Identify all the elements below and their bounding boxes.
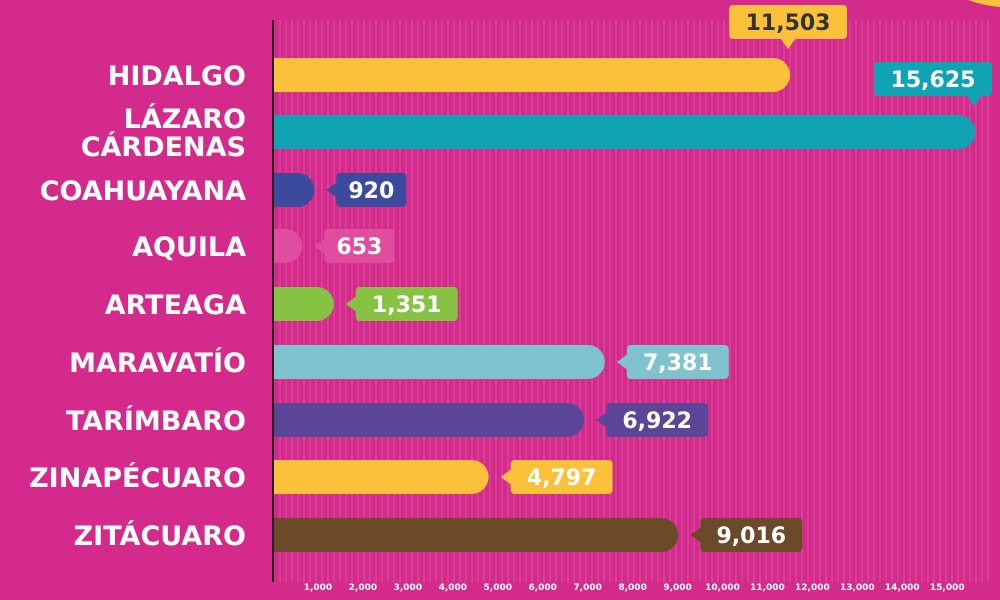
x-tick-label: 1,000 xyxy=(304,583,332,593)
category-label: ZINAPÉCUARO xyxy=(29,462,246,494)
value-label-box xyxy=(324,229,395,263)
value-label-pointer xyxy=(780,38,797,49)
x-tick-label: 6,000 xyxy=(528,583,556,593)
value-label-box xyxy=(729,5,848,39)
value-label-pointer xyxy=(314,238,326,254)
x-tick-label: 9,000 xyxy=(663,583,691,593)
bar-7 xyxy=(273,460,489,494)
x-tick-label: 4,000 xyxy=(439,583,467,593)
x-tick-label: 12,000 xyxy=(795,583,830,593)
bar-8 xyxy=(273,518,679,552)
value-label-box xyxy=(700,518,803,552)
x-tick-label: 8,000 xyxy=(618,583,646,593)
value-label-pointer xyxy=(345,296,357,312)
value-label-pointer xyxy=(690,527,702,543)
value-label-text: 1,351 xyxy=(372,293,442,318)
value-label-box xyxy=(606,403,709,437)
category-label: MARAVATÍO xyxy=(69,347,246,379)
value-label-text: 15,625 xyxy=(891,68,976,93)
x-tick-label: 14,000 xyxy=(885,583,920,593)
value-label-box xyxy=(510,460,613,494)
x-tick-label: 2,000 xyxy=(349,583,377,593)
category-label: ARTEAGA xyxy=(105,290,246,321)
bar-2 xyxy=(273,173,315,207)
value-label-pointer xyxy=(326,182,338,198)
value-label-2: 920 xyxy=(326,173,407,207)
bar-4 xyxy=(273,287,334,321)
x-tick-labels: 1,000 2,000 3,000 4,000 5,000 6,000 7,000 8,000… xyxy=(304,583,965,593)
value-label-pointer xyxy=(966,95,982,106)
value-label-1: 15,625 xyxy=(874,62,992,106)
value-label-text: 4,797 xyxy=(527,466,597,491)
bars xyxy=(273,58,976,552)
category-label: HIDALGO xyxy=(108,61,246,92)
bar-3 xyxy=(273,229,303,263)
value-label-6: 6,922 xyxy=(596,403,709,437)
category-label: TARÍMBARO xyxy=(66,405,246,437)
value-label-pointer xyxy=(616,354,628,370)
value-label-box xyxy=(626,345,729,379)
category-label: COAHUAYANA xyxy=(40,176,246,207)
value-label-text: 7,381 xyxy=(643,351,713,376)
value-label-box xyxy=(355,287,458,321)
x-tick-label: 7,000 xyxy=(573,583,601,593)
corner-decoration xyxy=(968,0,1000,7)
value-label-8: 9,016 xyxy=(690,518,803,552)
value-label-text: 11,503 xyxy=(746,11,831,36)
value-labels: 11,503 15,625 920 653 1,351 7,381 6,922 4,797 9,… xyxy=(314,5,992,552)
value-label-4: 1,351 xyxy=(345,287,458,321)
bar-0 xyxy=(273,58,791,92)
value-label-5: 7,381 xyxy=(616,345,729,379)
value-label-box xyxy=(874,62,992,96)
value-label-7: 4,797 xyxy=(500,460,613,494)
category-label: LÁZARO xyxy=(124,103,246,135)
value-label-0: 11,503 xyxy=(729,5,848,49)
bar-6 xyxy=(273,403,585,437)
bar-1 xyxy=(273,115,976,149)
x-tick-label: 13,000 xyxy=(840,583,875,593)
value-label-pointer xyxy=(500,469,512,485)
value-label-3: 653 xyxy=(314,229,395,263)
x-tick-label: 3,000 xyxy=(394,583,422,593)
category-label: CÁRDENAS xyxy=(81,131,246,163)
value-label-text: 9,016 xyxy=(716,524,786,549)
value-label-text: 920 xyxy=(348,179,394,204)
x-tick-label: 10,000 xyxy=(705,583,740,593)
x-tick-label: 15,000 xyxy=(930,583,965,593)
bar-5 xyxy=(273,345,605,379)
value-label-text: 6,922 xyxy=(622,409,692,434)
value-label-pointer xyxy=(596,412,608,428)
category-label: AQUILA xyxy=(132,232,246,263)
value-label-box xyxy=(336,173,407,207)
category-label: ZITÁCUARO xyxy=(74,520,246,552)
x-tick-label: 11,000 xyxy=(750,583,785,593)
value-label-text: 653 xyxy=(336,235,382,260)
x-tick-label: 5,000 xyxy=(484,583,512,593)
